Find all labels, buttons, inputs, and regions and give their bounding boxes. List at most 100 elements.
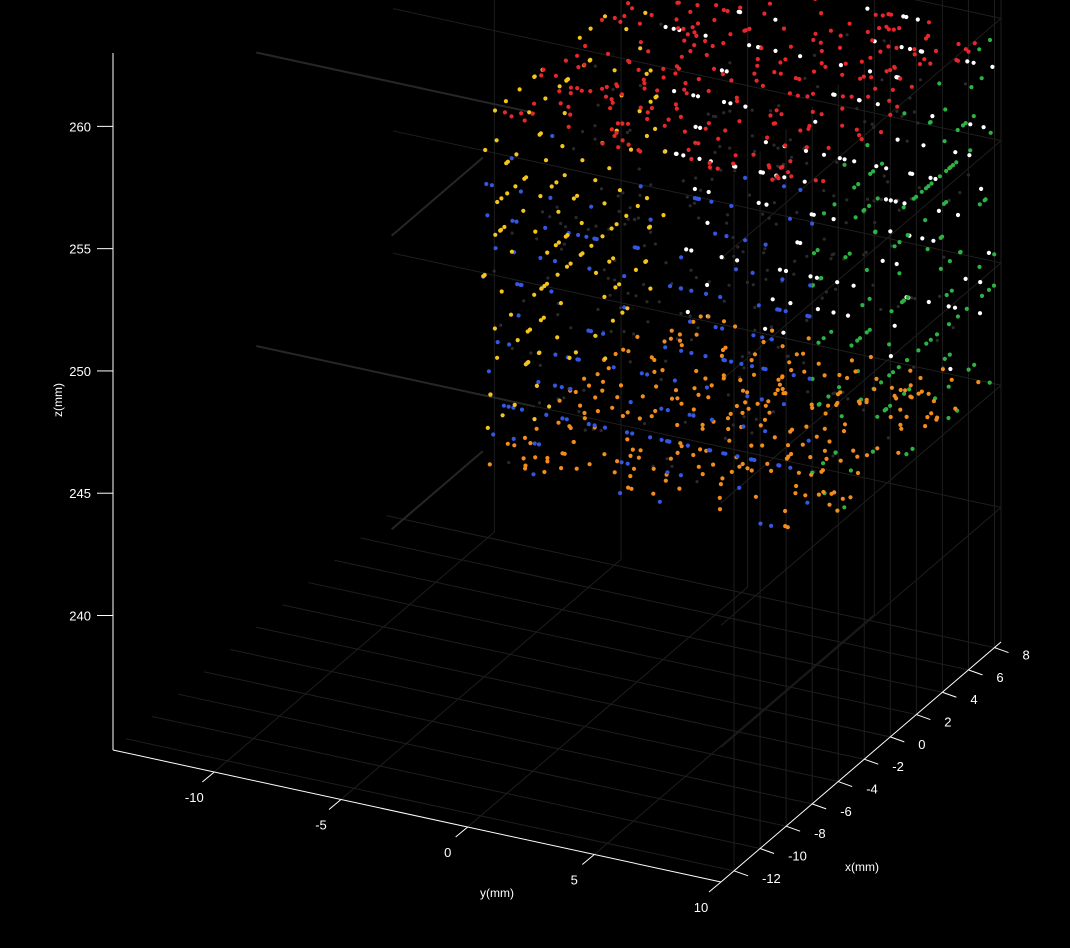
point-back-y: [941, 201, 947, 206]
point-front-y: [539, 286, 544, 291]
point-back-y: [907, 387, 912, 392]
point-back-x: [965, 59, 970, 64]
point-front-x: [741, 424, 746, 429]
point-back-y: [954, 160, 959, 165]
point-back-x: [663, 24, 668, 30]
inner-point: [824, 290, 829, 294]
point-top: [880, 13, 885, 18]
point-top: [878, 49, 883, 54]
point-front-x: [706, 448, 711, 453]
inner-point: [618, 306, 623, 310]
point-top: [826, 145, 831, 150]
inner-point: [507, 461, 511, 465]
x-tick: [968, 669, 983, 676]
point-bottom: [769, 468, 774, 473]
point-back-y: [905, 358, 910, 363]
point-back-y: [849, 343, 854, 348]
point-front-x: [787, 216, 793, 221]
point-top: [711, 66, 717, 71]
inner-point: [835, 160, 839, 164]
point-bottom: [559, 466, 564, 471]
inner-point: [583, 428, 587, 432]
grid-line: [360, 537, 969, 671]
point-top: [642, 86, 647, 91]
point-front-y: [565, 77, 571, 82]
point-back-y: [843, 255, 848, 260]
point-top: [674, 106, 679, 111]
point-back-x: [764, 202, 769, 207]
inner-point: [753, 305, 757, 310]
point-back-y: [855, 338, 860, 343]
point-bottom: [600, 388, 605, 393]
point-bottom: [740, 410, 745, 415]
point-bottom: [766, 399, 771, 404]
z-tick-label: 245: [69, 486, 91, 501]
inner-point: [555, 205, 559, 209]
inner-point: [803, 76, 807, 80]
point-bottom: [820, 468, 826, 473]
inner-point: [707, 280, 711, 284]
inner-point: [728, 109, 732, 113]
point-top: [630, 6, 635, 11]
point-front-y: [541, 315, 546, 320]
point-back-x: [967, 153, 972, 158]
point-bottom: [918, 375, 923, 381]
point-front-x: [798, 187, 803, 192]
point-bottom: [618, 383, 624, 388]
point-back-y: [938, 235, 943, 240]
point-top: [675, 0, 680, 5]
inner-point: [897, 208, 901, 212]
point-bottom: [691, 319, 696, 324]
point-front-x: [713, 231, 718, 236]
point-back-x: [953, 150, 958, 155]
point-back-y: [947, 166, 952, 171]
inner-point: [726, 213, 730, 217]
inner-point: [947, 198, 951, 202]
point-top: [884, 69, 889, 74]
inner-point: [732, 254, 736, 258]
point-back-y: [914, 194, 919, 199]
point-front-x: [628, 400, 633, 405]
inner-point: [556, 313, 560, 317]
point-top: [627, 60, 632, 65]
point-bottom: [505, 441, 510, 446]
point-front-x: [805, 313, 810, 318]
inner-point: [622, 330, 626, 334]
point-front-x: [689, 288, 694, 293]
point-top: [609, 97, 614, 102]
point-back-x: [803, 148, 809, 153]
grid-line: [308, 582, 917, 716]
x-tick: [864, 758, 879, 765]
point-top: [819, 61, 824, 66]
point-front-x: [552, 259, 558, 264]
point-bottom: [749, 358, 754, 363]
point-front-x: [769, 337, 775, 342]
inner-point: [769, 325, 774, 329]
point-back-x: [892, 323, 897, 328]
inner-point: [805, 161, 809, 165]
point-front-y: [525, 360, 530, 365]
inner-point: [861, 408, 866, 412]
x-tick-label: 6: [996, 670, 1003, 685]
inner-point: [761, 212, 765, 216]
point-front-y: [643, 259, 648, 264]
point-top: [614, 130, 619, 135]
point-front-y: [654, 94, 659, 99]
point-bottom: [746, 406, 751, 411]
point-bottom: [677, 332, 683, 337]
point-back-y: [821, 461, 826, 466]
point-bottom: [793, 491, 798, 496]
point-front-y: [522, 176, 527, 181]
point-top: [909, 84, 914, 89]
point-top: [693, 140, 698, 145]
point-front-x: [749, 457, 754, 462]
inner-point: [728, 61, 732, 65]
inner-point: [697, 216, 701, 220]
point-back-y: [815, 248, 820, 253]
point-bottom: [586, 383, 592, 388]
inner-point: [742, 415, 746, 419]
point-back-x: [831, 92, 836, 97]
point-back-y: [938, 266, 944, 271]
point-back-y: [887, 342, 892, 347]
point-front-x: [751, 333, 756, 338]
